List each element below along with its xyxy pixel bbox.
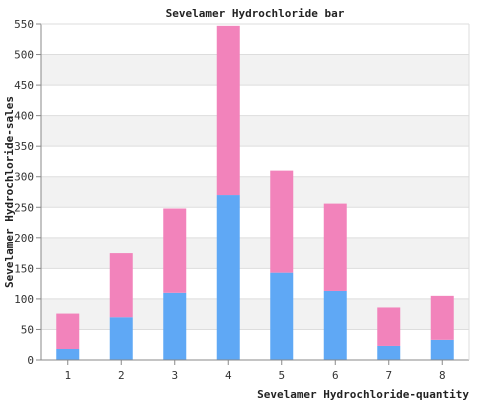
y-tick-label: 50 [21,323,34,336]
y-tick-label: 0 [27,354,34,367]
y-tick-label: 550 [14,18,34,31]
bars [56,25,454,360]
bar-upper-segment [56,313,80,350]
y-tick-label: 450 [14,79,34,92]
x-tick-label: 2 [118,369,125,382]
grid-band [41,115,469,147]
x-tick-label: 7 [385,369,392,382]
chart-title: Sevelamer Hydrochloride bar [166,7,345,20]
y-tick-label: 150 [14,262,34,275]
x-tick-label: 1 [64,369,71,382]
bar-lower-segment [430,339,454,360]
bar-upper-segment [377,307,401,346]
bar-upper-segment [323,203,347,291]
x-axis-label: Sevelamer Hydrochloride-quantity [257,388,469,400]
bar-lower-segment [270,272,294,360]
y-tick-label: 350 [14,140,34,153]
bar-upper-segment [430,295,454,340]
y-tick-label: 100 [14,293,34,306]
y-axis-ticks: 0 50 100 150 200 250 300 350 400 450 500 550 [14,18,41,367]
x-tick-label: 3 [171,369,178,382]
bar-lower-segment [56,349,80,360]
bar-upper-segment [163,208,187,293]
grid-band [41,298,469,330]
y-tick-label: 250 [14,201,34,214]
axes [40,23,470,361]
bar-lower-segment [109,317,133,360]
bar-lower-segment [377,345,401,360]
bar-lower-segment [216,195,240,360]
bar-lower-segment [163,292,187,360]
x-tick-label: 4 [225,369,232,382]
y-tick-label: 500 [14,49,34,62]
grid-band [41,176,469,208]
grid-band [41,237,469,269]
y-axis-label: Sevelamer Hydrochloride-sales [3,96,16,288]
x-tick-label: 8 [439,369,446,382]
background-bands [41,54,469,330]
y-tick-label: 200 [14,232,34,245]
bar-upper-segment [109,253,133,318]
y-tick-label: 400 [14,110,34,123]
x-axis-ticks: 1 2 3 4 5 6 7 8 [64,360,446,382]
x-tick-label: 5 [278,369,285,382]
y-tick-label: 300 [14,171,34,184]
bar-upper-segment [270,170,294,273]
grid-band [41,54,469,86]
x-tick-label: 6 [332,369,339,382]
bar-upper-segment [216,25,240,196]
bar-lower-segment [323,290,347,360]
